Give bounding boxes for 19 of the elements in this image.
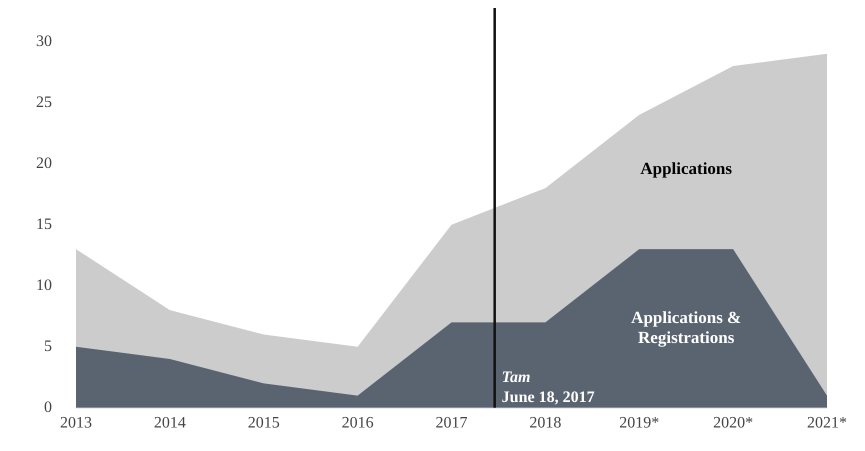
x-tick-label: 2015	[248, 414, 280, 432]
ref-line-label: Tam June 18, 2017	[502, 368, 595, 406]
x-tick-label: 2019*	[619, 414, 660, 432]
y-tick-label: 30	[36, 32, 52, 50]
x-tick-label: 2018	[529, 414, 562, 432]
x-tick-label: 2020*	[713, 414, 754, 432]
series-label: Applications	[640, 159, 732, 178]
y-tick-label: 0	[44, 399, 52, 416]
x-tick-label: 2017	[436, 414, 468, 432]
x-tick-label: 2016	[342, 414, 374, 432]
series-label: Applications & Registrations	[631, 308, 742, 347]
y-tick-label: 25	[36, 94, 52, 111]
x-tick-label: 2021*	[807, 414, 847, 432]
y-tick-label: 15	[36, 216, 52, 233]
x-tick-label: 2013	[60, 414, 92, 432]
x-tick-label: 2014	[154, 414, 186, 432]
y-tick-label: 5	[44, 338, 52, 355]
y-tick-label: 10	[36, 276, 52, 294]
y-tick-label: 20	[36, 154, 52, 172]
